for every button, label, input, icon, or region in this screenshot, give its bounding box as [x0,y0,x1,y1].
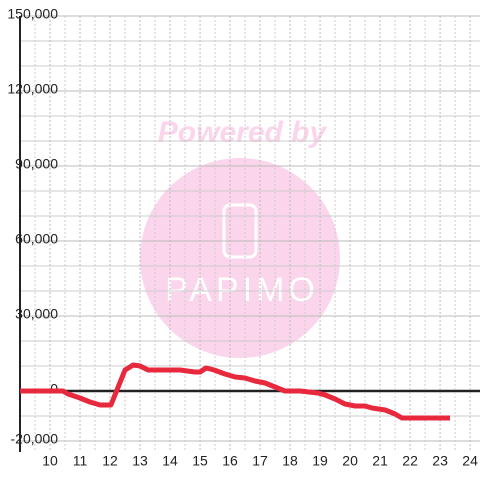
y-tick-label: 30,000 [15,306,58,322]
x-tick-label: 22 [402,453,418,469]
watermark-text: Powered by [158,116,328,149]
x-tick-label: 20 [342,453,358,469]
y-tick-label: -20,000 [11,431,59,447]
x-tick-label: 18 [282,453,298,469]
x-tick-label: 11 [73,453,88,469]
y-tick-label: 60,000 [15,231,58,247]
x-tick-label: 21 [372,453,388,469]
line [20,362,450,421]
x-tick-label: 10 [42,453,58,469]
y-tick-label: 150,000 [7,6,58,22]
x-tick-label: 12 [102,453,118,469]
x-tick-label: 14 [162,453,178,469]
x-tick-label: 15 [192,453,208,469]
watermark-icon [222,203,258,259]
watermark-logo: PAPIMO [165,271,319,309]
x-tick-label: 24 [462,453,478,469]
plot: -20,000030,00060,00090,000120,000150,000… [7,6,478,469]
grid [20,15,480,452]
y-tick-label: 120,000 [7,81,58,97]
x-tick-label: 13 [132,453,148,469]
x-tick-label: 16 [222,453,238,469]
x-tick-label: 23 [432,453,448,469]
y-tick-label: 90,000 [15,156,58,172]
x-tick-label: 17 [252,453,268,469]
x-tick-label: 19 [312,453,328,469]
